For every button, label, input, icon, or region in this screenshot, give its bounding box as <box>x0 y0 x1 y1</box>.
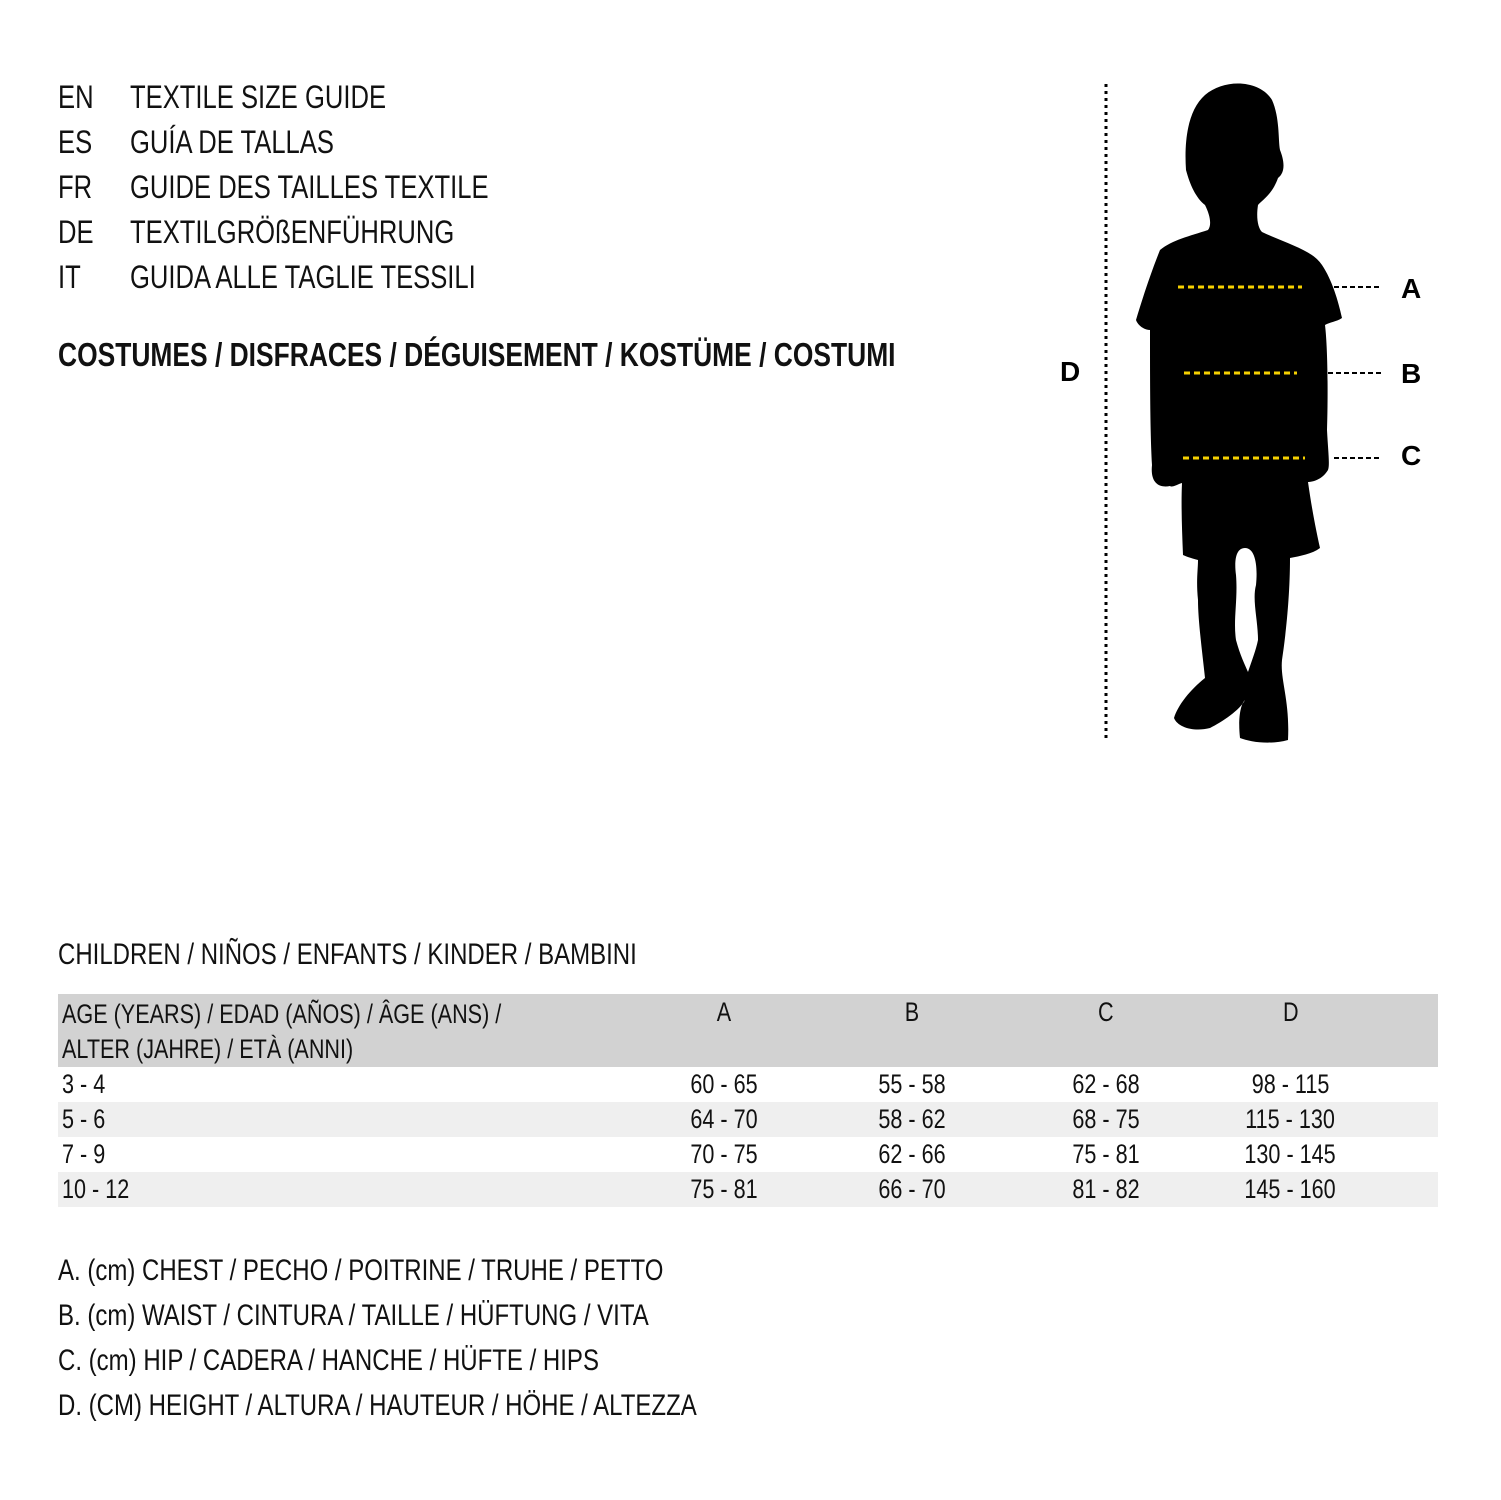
category-text: COSTUMES / DISFRACES / DÉGUISEMENT / KOS… <box>58 336 896 373</box>
table-row: 3 - 4 60 - 65 55 - 58 62 - 68 98 - 115 <box>58 1067 1438 1102</box>
label-a: A <box>1401 273 1421 304</box>
lang-title: GUÍA DE TALLAS <box>130 124 334 160</box>
lang-title: GUIDE DES TAILLES TEXTILE <box>130 169 489 205</box>
cell-age: 10 - 12 <box>62 1174 130 1204</box>
body-measurement-diagram: A B C D <box>1060 83 1421 743</box>
lang-code: IT <box>58 259 81 295</box>
section-title-text: CHILDREN / NIÑOS / ENFANTS / KINDER / BA… <box>58 938 637 971</box>
cell-d: 115 - 130 <box>1245 1104 1336 1134</box>
lang-code: EN <box>58 79 94 115</box>
header-a: A <box>648 994 800 1067</box>
header-age-line2: ALTER (JAHRE) / ETÀ (ANNI) <box>62 1034 354 1064</box>
header-b: B <box>800 994 1025 1067</box>
header-age: AGE (YEARS) / EDAD (AÑOS) / ÂGE (ANS) / A… <box>58 994 648 1067</box>
cell-b: 58 - 62 <box>878 1104 947 1134</box>
label-b: B <box>1401 358 1421 389</box>
cell-age: 7 - 9 <box>62 1139 106 1169</box>
lang-title: TEXTILE SIZE GUIDE <box>130 79 387 115</box>
lang-code: ES <box>58 124 93 160</box>
category-heading: COSTUMES / DISFRACES / DÉGUISEMENT / KOS… <box>58 336 1105 374</box>
label-d: D <box>1060 356 1080 387</box>
cell-d: 98 - 115 <box>1251 1069 1330 1099</box>
legend-item: A. (cm) CHEST / PECHO / POITRINE / TRUHE… <box>58 1254 664 1287</box>
size-table: AGE (YEARS) / EDAD (AÑOS) / ÂGE (ANS) / A… <box>58 994 1438 1207</box>
legend-item: C. (cm) HIP / CADERA / HANCHE / HÜFTE / … <box>58 1344 599 1377</box>
cell-age: 5 - 6 <box>62 1104 106 1134</box>
cell-c: 62 - 68 <box>1072 1069 1140 1099</box>
cell-d: 130 - 145 <box>1244 1139 1337 1169</box>
header-age-line1: AGE (YEARS) / EDAD (AÑOS) / ÂGE (ANS) / <box>62 999 502 1029</box>
cell-age: 3 - 4 <box>62 1069 106 1099</box>
cell-c: 68 - 75 <box>1072 1104 1140 1134</box>
lang-title: TEXTILGRÖßENFÜHRUNG <box>130 214 455 250</box>
cell-a: 64 - 70 <box>690 1104 758 1134</box>
lang-title: GUIDA ALLE TAGLIE TESSILI <box>130 259 476 295</box>
cell-c: 81 - 82 <box>1072 1174 1140 1204</box>
measurement-legend: A. (cm) CHEST / PECHO / POITRINE / TRUHE… <box>58 1248 856 1428</box>
cell-c: 75 - 81 <box>1072 1139 1140 1169</box>
table-row: 7 - 9 70 - 75 62 - 66 75 - 81 130 - 145 <box>58 1137 1438 1172</box>
cell-d: 145 - 160 <box>1244 1174 1337 1204</box>
label-c: C <box>1401 440 1421 471</box>
child-silhouette <box>1136 83 1342 743</box>
table-row: 10 - 12 75 - 81 66 - 70 81 - 82 145 - 16… <box>58 1172 1438 1207</box>
legend-item: B. (cm) WAIST / CINTURA / TAILLE / HÜFTU… <box>58 1299 649 1332</box>
cell-b: 66 - 70 <box>878 1174 947 1204</box>
table-header-row: AGE (YEARS) / EDAD (AÑOS) / ÂGE (ANS) / A… <box>58 994 1438 1067</box>
header-d: D <box>1187 994 1394 1067</box>
legend-item: D. (CM) HEIGHT / ALTURA / HAUTEUR / HÖHE… <box>58 1389 697 1422</box>
cell-b: 62 - 66 <box>878 1139 947 1169</box>
lang-code: DE <box>58 214 94 250</box>
table-row: 5 - 6 64 - 70 58 - 62 68 - 75 115 - 130 <box>58 1102 1438 1137</box>
cell-a: 75 - 81 <box>690 1174 758 1204</box>
header-spacer <box>1394 994 1438 1067</box>
header-c: C <box>1025 994 1187 1067</box>
section-title: CHILDREN / NIÑOS / ENFANTS / KINDER / BA… <box>58 938 781 972</box>
lang-code: FR <box>58 169 93 205</box>
cell-b: 55 - 58 <box>878 1069 947 1099</box>
cell-a: 60 - 65 <box>690 1069 758 1099</box>
cell-a: 70 - 75 <box>690 1139 758 1169</box>
